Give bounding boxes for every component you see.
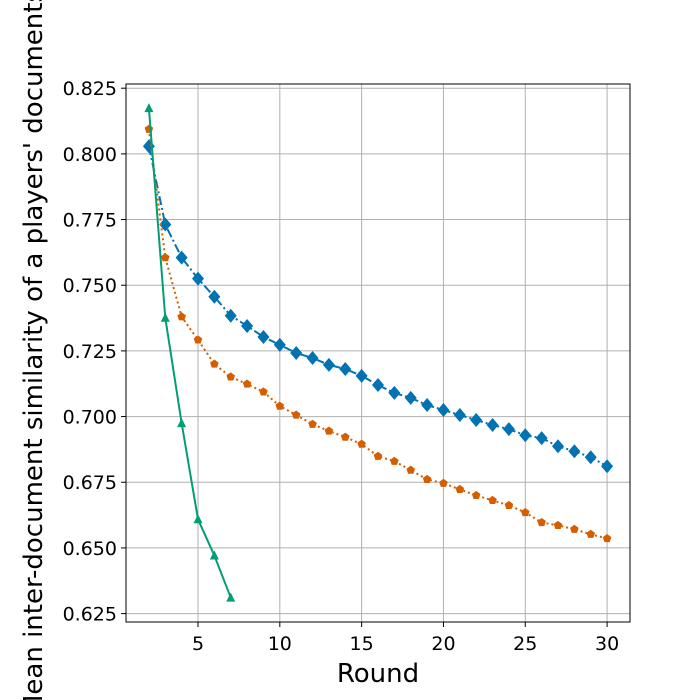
marker <box>504 500 514 510</box>
marker <box>552 439 564 454</box>
x-tick-label: 20 <box>431 633 455 655</box>
y-tick-label: 0.725 <box>63 341 117 363</box>
marker <box>568 444 581 459</box>
series-line <box>147 146 608 468</box>
series-line <box>147 129 608 540</box>
marker <box>193 514 203 524</box>
marker <box>291 410 301 419</box>
y-tick-label: 0.775 <box>63 210 117 232</box>
marker <box>224 308 237 323</box>
x-tick-label: 10 <box>268 633 292 655</box>
y-tick-label: 0.750 <box>63 275 117 297</box>
marker <box>553 520 563 529</box>
marker <box>144 103 154 113</box>
marker <box>455 484 465 493</box>
marker <box>421 398 434 413</box>
plot-frame <box>125 83 631 623</box>
y-tick-label: 0.650 <box>63 538 117 560</box>
marker <box>570 524 579 533</box>
marker <box>242 379 252 388</box>
marker <box>324 426 334 435</box>
marker <box>486 417 499 432</box>
marker <box>437 403 450 418</box>
marker <box>390 456 399 465</box>
y-axis-label: Mean inter-document similarity of a play… <box>19 0 49 700</box>
marker <box>322 357 335 372</box>
marker <box>586 529 596 538</box>
marker <box>519 428 532 443</box>
marker <box>404 390 417 405</box>
marker <box>439 478 448 487</box>
marker <box>339 362 352 377</box>
marker <box>193 335 203 344</box>
marker <box>406 465 416 474</box>
marker <box>422 474 432 483</box>
marker <box>275 401 285 410</box>
marker <box>372 378 384 393</box>
marker <box>241 318 254 333</box>
marker <box>259 387 268 396</box>
x-axis-label: Round <box>337 659 419 689</box>
marker <box>144 124 154 133</box>
marker <box>175 250 188 265</box>
marker <box>584 450 597 465</box>
marker <box>257 329 270 344</box>
marker <box>388 385 401 400</box>
marker <box>159 217 172 232</box>
marker <box>273 337 286 352</box>
marker <box>488 495 497 505</box>
marker <box>471 490 481 500</box>
marker <box>160 253 170 262</box>
y-tick-label: 0.625 <box>63 604 117 626</box>
marker <box>177 418 187 428</box>
x-tick-label: 30 <box>595 633 619 655</box>
y-tick-label: 0.825 <box>63 78 117 100</box>
x-tick-label: 5 <box>192 633 204 655</box>
marker <box>308 419 317 428</box>
marker <box>209 550 219 560</box>
marker <box>177 312 186 321</box>
marker <box>373 451 383 460</box>
x-tick-label: 15 <box>350 633 374 655</box>
marker <box>306 350 319 365</box>
marker <box>502 422 515 437</box>
marker <box>226 372 236 381</box>
marker <box>210 359 219 368</box>
series-line <box>147 108 232 598</box>
marker <box>340 432 350 441</box>
marker <box>470 412 483 427</box>
y-tick-label: 0.700 <box>63 407 117 429</box>
marker <box>535 431 548 446</box>
marker <box>226 592 236 602</box>
marker <box>601 459 614 474</box>
marker <box>520 507 530 517</box>
marker <box>537 517 546 527</box>
marker <box>192 271 204 286</box>
x-tick-label: 25 <box>513 633 537 655</box>
y-tick-label: 0.800 <box>63 144 117 166</box>
marker <box>290 346 303 360</box>
marker <box>160 312 170 322</box>
marker <box>355 368 368 383</box>
marker <box>453 407 466 422</box>
marker <box>208 289 221 304</box>
marker <box>357 439 366 448</box>
y-tick-label: 0.675 <box>63 472 117 494</box>
marker <box>602 533 612 543</box>
